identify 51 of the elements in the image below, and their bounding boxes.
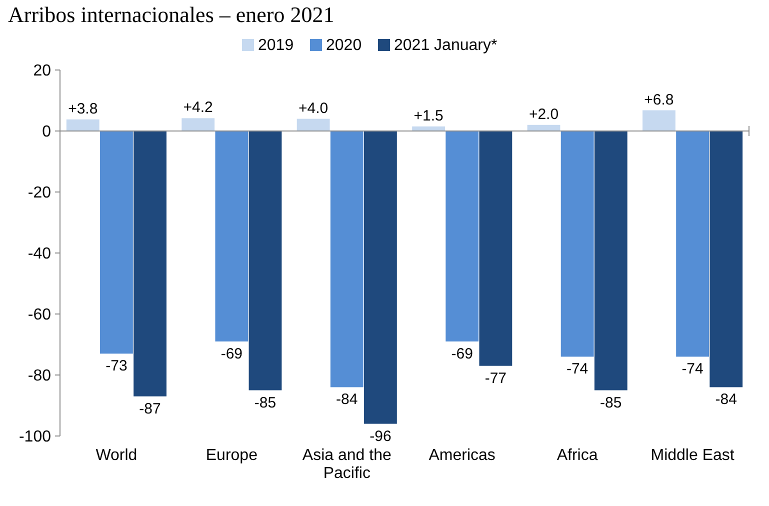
data-label: -69 xyxy=(220,345,243,362)
y-tick-label: 20 xyxy=(33,62,52,80)
bar xyxy=(330,131,364,388)
y-tick-label: -80 xyxy=(28,368,52,385)
bar xyxy=(182,118,215,131)
x-tick-label: Africa xyxy=(556,447,598,464)
bar xyxy=(215,131,248,342)
x-tick-label: Asia and the Pacific xyxy=(302,447,392,482)
y-tick-label: -100 xyxy=(18,428,52,446)
data-label: -84 xyxy=(715,391,737,408)
bar xyxy=(248,131,282,390)
bar xyxy=(710,131,743,388)
data-label: +4.2 xyxy=(183,99,213,116)
x-tick-label: Europe xyxy=(206,447,258,464)
data-label: -74 xyxy=(566,360,588,378)
data-label: -85 xyxy=(254,394,276,412)
y-tick-label: 0 xyxy=(42,124,52,141)
y-tick-label: -20 xyxy=(28,184,52,202)
y-tick-label: -60 xyxy=(28,306,52,324)
bar xyxy=(296,118,330,131)
x-tick-label: Middle East xyxy=(650,447,735,464)
legend-label: 2020 xyxy=(326,37,362,54)
x-tick-label: World xyxy=(96,447,138,464)
legend-label: 2021 January* xyxy=(394,37,498,54)
data-label: +2.0 xyxy=(528,106,559,123)
data-label: +1.5 xyxy=(414,107,444,124)
data-label: +6.8 xyxy=(644,91,674,108)
bar xyxy=(364,131,397,424)
bar xyxy=(676,131,709,357)
bar xyxy=(560,131,594,357)
data-label: -87 xyxy=(139,400,161,418)
legend-label: 2019 xyxy=(258,37,294,54)
bar xyxy=(134,131,166,396)
bar xyxy=(479,131,512,366)
data-label: -69 xyxy=(451,345,473,362)
bar xyxy=(66,119,100,131)
bar xyxy=(642,110,676,131)
bar xyxy=(594,131,628,390)
data-label: -85 xyxy=(600,394,622,412)
data-label: -84 xyxy=(336,391,358,408)
bar xyxy=(100,131,133,354)
data-label: +4.0 xyxy=(298,100,328,117)
data-label: -96 xyxy=(370,428,392,445)
data-label: -74 xyxy=(682,360,704,378)
data-label: +3.8 xyxy=(68,100,98,118)
x-tick-label: Americas xyxy=(428,447,496,464)
chart-title: Arribos internacionales – enero 2021 xyxy=(8,2,334,27)
bar xyxy=(446,131,479,342)
data-label: -77 xyxy=(484,370,507,387)
data-label: -73 xyxy=(106,358,128,375)
y-tick-label: -40 xyxy=(28,246,52,263)
